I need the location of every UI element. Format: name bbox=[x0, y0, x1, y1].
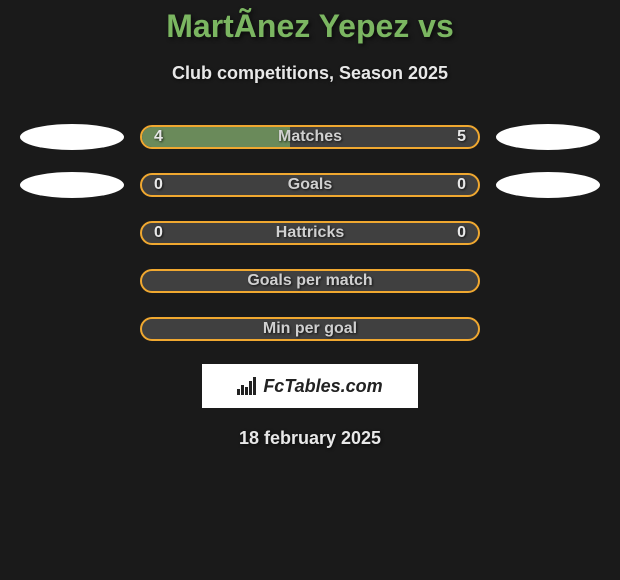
stat-label: Min per goal bbox=[263, 320, 357, 338]
stat-bar: 0 Goals 0 bbox=[140, 173, 480, 197]
team-badge-right bbox=[496, 172, 600, 198]
stat-label: Goals bbox=[288, 176, 332, 194]
stat-value-right: 0 bbox=[457, 224, 466, 242]
stat-label: Matches bbox=[278, 128, 342, 146]
stat-label: Goals per match bbox=[247, 272, 372, 290]
stat-row: Goals per match bbox=[0, 268, 620, 294]
stat-bar: 0 Hattricks 0 bbox=[140, 221, 480, 245]
bar-chart-icon bbox=[237, 377, 259, 395]
team-badge-right bbox=[496, 124, 600, 150]
stat-bar: Min per goal bbox=[140, 317, 480, 341]
stat-bar-fill-left bbox=[142, 127, 290, 147]
stat-row: 4 Matches 5 bbox=[0, 124, 620, 150]
stat-value-left: 0 bbox=[154, 224, 163, 242]
badge-spacer bbox=[20, 268, 124, 294]
date-text: 18 february 2025 bbox=[0, 428, 620, 449]
subtitle: Club competitions, Season 2025 bbox=[0, 63, 620, 84]
badge-spacer bbox=[496, 316, 600, 342]
stat-value-left: 4 bbox=[154, 128, 163, 146]
stat-value-left: 0 bbox=[154, 176, 163, 194]
logo-box[interactable]: FcTables.com bbox=[202, 364, 418, 408]
logo-text: FcTables.com bbox=[263, 376, 382, 397]
stat-bar: Goals per match bbox=[140, 269, 480, 293]
team-badge-left bbox=[20, 172, 124, 198]
badge-spacer bbox=[20, 316, 124, 342]
stats-container: 4 Matches 5 0 Goals 0 0 Hattricks 0 Goals per mat… bbox=[0, 124, 620, 342]
logo-content: FcTables.com bbox=[237, 376, 382, 397]
stat-row: Min per goal bbox=[0, 316, 620, 342]
stat-row: 0 Goals 0 bbox=[0, 172, 620, 198]
stat-label: Hattricks bbox=[276, 224, 344, 242]
badge-spacer bbox=[496, 268, 600, 294]
comparison-widget: MartÃ­nez Yepez vs Club competitions, Se… bbox=[0, 0, 620, 449]
badge-spacer bbox=[20, 220, 124, 246]
stat-value-right: 0 bbox=[457, 176, 466, 194]
team-badge-left bbox=[20, 124, 124, 150]
stat-value-right: 5 bbox=[457, 128, 466, 146]
stat-bar: 4 Matches 5 bbox=[140, 125, 480, 149]
page-title: MartÃ­nez Yepez vs bbox=[0, 8, 620, 45]
stat-row: 0 Hattricks 0 bbox=[0, 220, 620, 246]
badge-spacer bbox=[496, 220, 600, 246]
